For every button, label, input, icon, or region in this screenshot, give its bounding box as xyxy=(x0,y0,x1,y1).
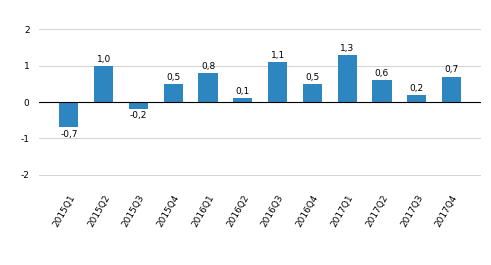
Text: 0,8: 0,8 xyxy=(201,62,215,71)
Bar xyxy=(442,77,461,102)
Bar xyxy=(338,55,357,102)
Bar xyxy=(129,102,148,109)
Text: 0,5: 0,5 xyxy=(166,73,180,82)
Text: -0,7: -0,7 xyxy=(60,130,78,139)
Text: 0,1: 0,1 xyxy=(236,87,250,96)
Text: 0,6: 0,6 xyxy=(375,69,389,78)
Bar xyxy=(164,84,183,102)
Text: 1,0: 1,0 xyxy=(97,55,111,64)
Text: 1,1: 1,1 xyxy=(271,51,285,60)
Bar xyxy=(268,62,287,102)
Text: 1,3: 1,3 xyxy=(340,44,355,53)
Bar xyxy=(59,102,79,127)
Bar xyxy=(233,98,252,102)
Text: -0,2: -0,2 xyxy=(130,112,147,121)
Bar xyxy=(372,80,391,102)
Bar xyxy=(407,95,426,102)
Text: 0,5: 0,5 xyxy=(305,73,320,82)
Bar xyxy=(94,66,113,102)
Text: 0,7: 0,7 xyxy=(444,65,459,74)
Text: 0,2: 0,2 xyxy=(409,83,424,92)
Bar xyxy=(303,84,322,102)
Bar xyxy=(198,73,218,102)
